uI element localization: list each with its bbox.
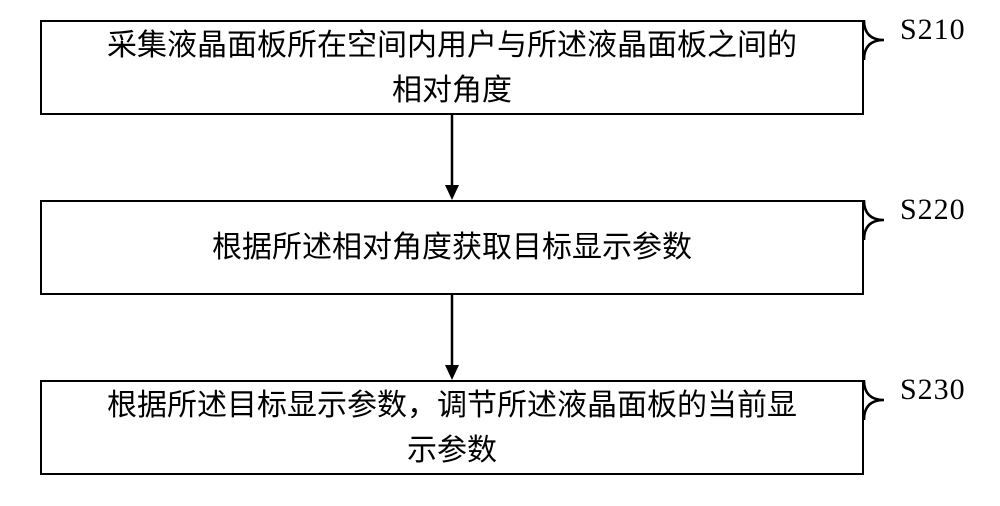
step-text-s210: 采集液晶面板所在空间内用户与所述液晶面板之间的 相对角度 [87,15,817,121]
step-label-s210: S210 [900,13,966,47]
label-bracket-s230: S230 [862,376,966,422]
step-s230-line1: 根据所述目标显示参数，调节所述液晶面板的当前显 [107,389,797,422]
bracket-icon [862,16,896,62]
arrow-s220-s230 [444,295,460,381]
arrow-s210-s220 [444,115,460,201]
step-s230-line2: 示参数 [407,434,497,467]
step-text-s230: 根据所述目标显示参数，调节所述液晶面板的当前显 示参数 [87,375,817,481]
label-bracket-s210: S210 [862,16,966,62]
step-box-s230: 根据所述目标显示参数，调节所述液晶面板的当前显 示参数 [40,380,864,475]
step-s210-line1: 采集液晶面板所在空间内用户与所述液晶面板之间的 [107,29,797,62]
step-s220-line1: 根据所述相对角度获取目标显示参数 [212,231,692,264]
step-box-s220: 根据所述相对角度获取目标显示参数 [40,200,864,295]
step-text-s220: 根据所述相对角度获取目标显示参数 [192,217,712,278]
bracket-icon [862,196,896,242]
step-label-s220: S220 [900,193,966,227]
step-s210-line2: 相对角度 [392,74,512,107]
step-box-s210: 采集液晶面板所在空间内用户与所述液晶面板之间的 相对角度 [40,20,864,115]
step-label-s230: S230 [900,373,966,407]
bracket-icon [862,376,896,422]
label-bracket-s220: S220 [862,196,966,242]
